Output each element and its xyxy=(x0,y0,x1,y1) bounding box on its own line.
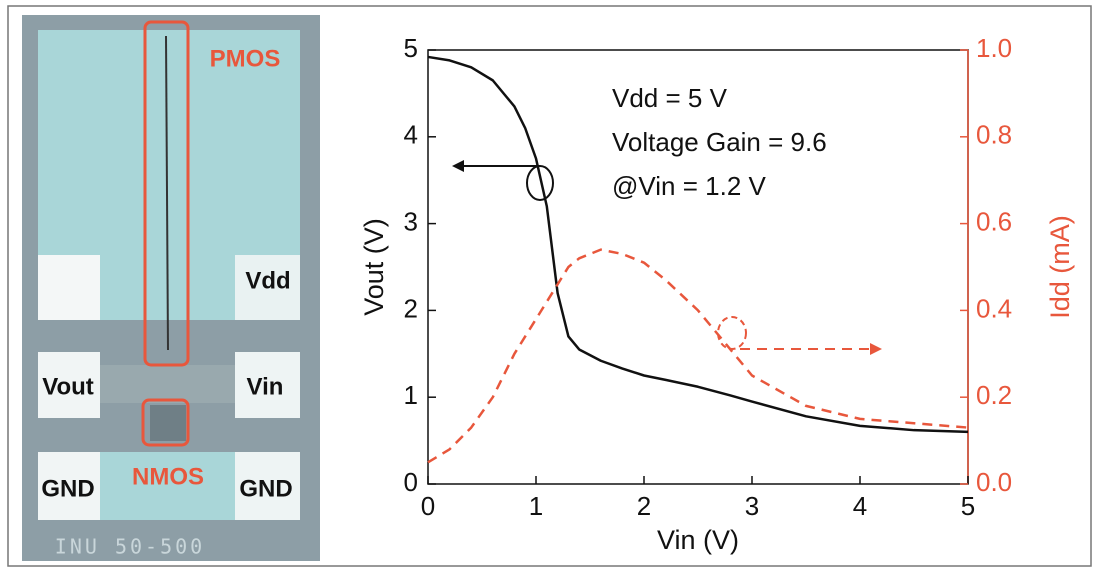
y-tick-label: 4 xyxy=(404,120,418,150)
y-tick-label: 1 xyxy=(404,380,418,410)
y2-tick-label: 0.2 xyxy=(976,380,1012,410)
series-line xyxy=(427,248,969,464)
pad xyxy=(38,352,100,418)
y2-tick-label: 0.6 xyxy=(976,206,1012,236)
label: Vdd xyxy=(245,267,290,294)
y2-tick-label: 0.4 xyxy=(976,293,1012,323)
x-tick-label: 2 xyxy=(637,491,651,521)
label: GND xyxy=(41,475,94,502)
label: PMOS xyxy=(210,45,281,72)
pmos-box xyxy=(143,20,190,367)
nmos-box xyxy=(141,398,190,447)
annotation: Vdd = 5 V xyxy=(612,83,728,113)
label: INU 50-500 xyxy=(55,535,205,559)
y2-tick-label: 1.0 xyxy=(976,33,1012,63)
y-tick-label: 3 xyxy=(404,206,418,236)
pad xyxy=(235,255,300,320)
x-tick-label: 0 xyxy=(421,491,435,521)
pad xyxy=(235,352,300,418)
y2-tick-label: 0.0 xyxy=(976,467,1012,497)
y-tick-label: 0 xyxy=(404,467,418,497)
x-tick-label: 1 xyxy=(529,491,543,521)
y2-tick-label: 0.8 xyxy=(976,120,1012,150)
pad xyxy=(38,452,100,520)
arrow-head xyxy=(452,160,464,172)
micrograph: PMOS Vdd Vout Vin GND NMOS GND INU 50-50… xyxy=(22,15,320,561)
label: GND xyxy=(239,475,292,502)
callout-ring xyxy=(717,316,747,350)
y-tick-label: 5 xyxy=(404,33,418,63)
pad xyxy=(38,255,100,320)
annotation: @Vin = 1.2 V xyxy=(612,171,767,201)
x-tick-label: 3 xyxy=(745,491,759,521)
x-tick-label: 4 xyxy=(853,491,867,521)
x-axis-label: Vin (V) xyxy=(657,525,739,555)
y-axis-label: Vout (V) xyxy=(359,218,389,316)
label: Vin xyxy=(247,373,284,400)
pmos-gate xyxy=(165,35,169,351)
series-line xyxy=(427,55,969,434)
y2-axis-label: Idd (mA) xyxy=(1045,215,1075,319)
label: NMOS xyxy=(132,463,204,490)
label: Vout xyxy=(42,373,94,400)
arrow-head xyxy=(870,343,882,355)
annotation: Voltage Gain = 9.6 xyxy=(612,127,827,157)
nmos-device xyxy=(150,405,186,441)
y-tick-label: 2 xyxy=(404,293,418,323)
pad xyxy=(100,365,235,403)
pad xyxy=(235,452,300,520)
frame xyxy=(7,5,1092,567)
x-tick-label: 5 xyxy=(961,491,975,521)
plot-frame xyxy=(427,49,969,485)
